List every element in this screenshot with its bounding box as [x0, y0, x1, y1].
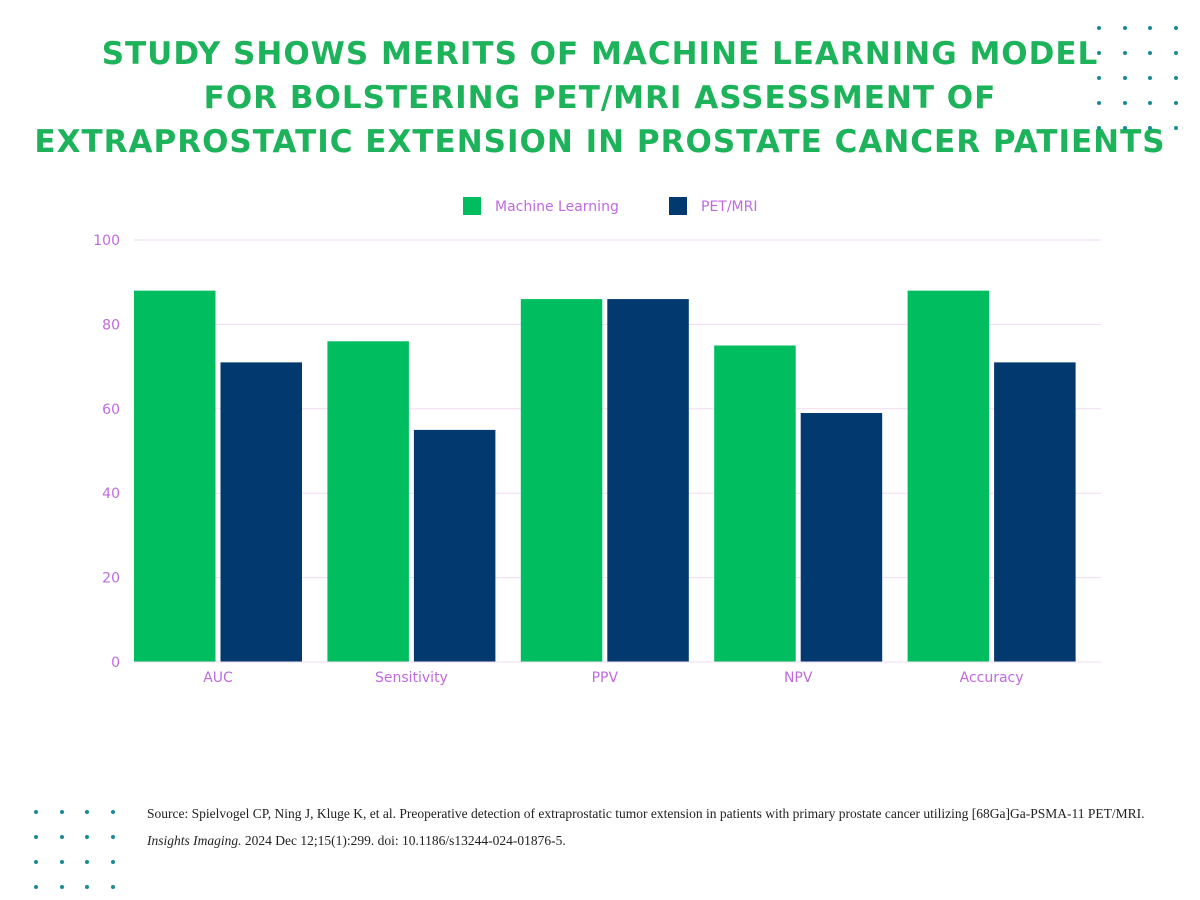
decorative-dot: [34, 835, 38, 839]
decorative-dot: [1122, 76, 1127, 80]
bar-machine-learning-sensitivity: [327, 341, 409, 662]
y-tick-label: 60: [102, 402, 120, 418]
bar-chart: 0 20 40 60 80 100 AUC Sensitivity PPV NPV Accurac…: [93, 197, 1101, 686]
legend-swatch: [463, 197, 481, 215]
decorative-dot: [1097, 26, 1101, 30]
y-axis-ticks: 0 20 40 60 80 100: [93, 233, 120, 671]
decorative-dot: [1122, 101, 1127, 105]
title-line: FOR BOLSTERING PET/MRI ASSESSMENT OF: [203, 80, 997, 116]
decorative-dot: [1148, 76, 1152, 80]
x-axis-ticks: AUC Sensitivity PPV NPV Accuracy: [203, 670, 1023, 686]
bar-machine-learning-accuracy: [907, 290, 990, 662]
bar-machine-learning-ppv: [520, 299, 603, 662]
decorative-dot: [85, 885, 89, 889]
source-suffix: 2024 Dec 12;15(1):299. doi: 10.1186/s132…: [241, 833, 566, 848]
bar-pet-mri-accuracy: [994, 362, 1076, 662]
x-tick-label: Sensitivity: [375, 670, 448, 686]
decorative-dot: [1097, 126, 1101, 130]
bar-pet-mri-ppv: [607, 299, 689, 662]
decorative-dot: [1173, 51, 1178, 55]
decorative-dot: [59, 885, 64, 889]
decorative-dot: [1122, 51, 1127, 55]
bar-pet-mri-auc: [220, 362, 302, 662]
y-tick-label: 100: [93, 233, 120, 249]
decorative-dot: [1173, 126, 1178, 130]
decorative-dot: [1122, 126, 1127, 130]
x-tick-label: Accuracy: [960, 670, 1024, 686]
x-tick-label: NPV: [784, 670, 813, 686]
legend-label: PET/MRI: [701, 199, 758, 215]
bar-pet-mri-npv: [800, 413, 883, 662]
source-journal: Insights Imaging.: [147, 833, 242, 848]
decorative-dot: [59, 835, 64, 839]
decorative-dot: [110, 810, 115, 814]
y-tick-label: 40: [102, 486, 120, 502]
y-tick-label: 0: [111, 655, 120, 671]
legend-swatch: [669, 197, 687, 215]
decorative-dot: [34, 860, 38, 864]
decorative-dot: [85, 860, 89, 864]
decorative-dot: [1148, 26, 1152, 30]
bar-pet-mri-sensitivity: [413, 429, 496, 662]
decorative-dot: [110, 860, 115, 864]
source-prefix: Source: Spielvogel CP, Ning J, Kluge K, …: [147, 806, 1145, 821]
decorative-dot: [1148, 101, 1152, 105]
chart-title: STUDY SHOWS MERITS OF MACHINE LEARNING M…: [0, 32, 1200, 164]
decorative-dot: [59, 860, 64, 864]
x-tick-label: PPV: [592, 670, 619, 686]
decorative-dot: [110, 885, 115, 889]
decorative-dot: [1122, 26, 1127, 30]
bars: [134, 290, 1076, 662]
title-line: EXTRAPROSTATIC EXTENSION IN PROSTATE CAN…: [34, 124, 1166, 160]
decorative-dot: [85, 835, 89, 839]
bar-machine-learning-npv: [714, 345, 796, 662]
decorative-dot: [1173, 101, 1178, 105]
y-tick-label: 80: [102, 317, 120, 333]
decorative-dot: [1097, 101, 1101, 105]
legend-label: Machine Learning: [495, 199, 619, 215]
decorative-dot: [34, 885, 38, 889]
decorative-dot: [34, 810, 38, 814]
decorative-dot: [1148, 126, 1152, 130]
decorative-dot: [1097, 51, 1101, 55]
decorative-dot: [110, 835, 115, 839]
decorative-dot: [59, 810, 64, 814]
decorative-dot: [85, 810, 89, 814]
decorative-dot: [1148, 51, 1152, 55]
legend: Machine Learning PET/MRI: [463, 197, 758, 215]
bar-machine-learning-auc: [134, 290, 216, 662]
x-tick-label: AUC: [203, 670, 233, 686]
source-citation: Source: Spielvogel CP, Ning J, Kluge K, …: [147, 800, 1157, 854]
decorative-dot: [1173, 26, 1178, 30]
decorative-dot: [1173, 76, 1178, 80]
title-line: STUDY SHOWS MERITS OF MACHINE LEARNING M…: [101, 36, 1099, 72]
y-tick-label: 20: [102, 571, 120, 587]
decorative-dot: [1097, 76, 1101, 80]
